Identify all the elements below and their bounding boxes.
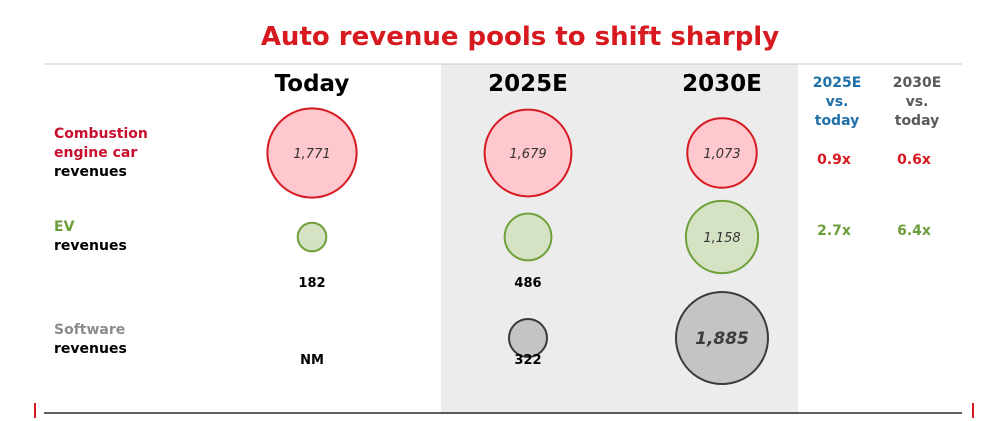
bubble-combustion-today: [266, 107, 358, 199]
chart-title: Auto revenue pools to shift sharply: [261, 22, 779, 52]
value-combustion-today: 1,771: [293, 147, 330, 162]
bubble-combustion-2025e: [483, 108, 573, 198]
value-ev-today: 182: [298, 276, 325, 291]
comparison-header-2-line-1: 2030E: [893, 75, 942, 91]
ratio-ev-2030e: 6.4x: [897, 223, 931, 239]
value-combustion-2030e: 1,073: [703, 147, 740, 162]
comparison-header-1-line-2: vs.: [826, 94, 849, 110]
value-combustion-2025e: 1,679: [509, 147, 546, 162]
row-label-combustion-line-2: engine car: [54, 145, 137, 161]
bubble-ev-2030e: [684, 199, 760, 275]
value-ev-2025e: 486: [514, 276, 541, 291]
comparison-header-2-line-2: vs.: [906, 94, 929, 110]
value-software-2030e: 1,885: [695, 329, 749, 349]
row-label-ev-line-2: revenues: [54, 238, 127, 254]
comparison-header-1-line-3: today: [815, 113, 859, 129]
row-label-ev-line-1: EV: [54, 219, 75, 235]
bubble-software-2025e: [508, 318, 548, 358]
comparison-header-2-line-3: today: [895, 113, 939, 129]
value-software-2025e: 322: [514, 353, 541, 368]
column-header-2030e: 2030E: [682, 71, 762, 97]
value-ev-2030e: 1,158: [703, 231, 740, 246]
ratio-ev-2025e: 2.7x: [817, 223, 851, 239]
value-software-today: NM: [300, 353, 324, 368]
ratio-combustion-2030e: 0.6x: [897, 152, 931, 168]
bubble-ev-today: [296, 221, 328, 253]
column-header-2025e: 2025E: [488, 71, 568, 97]
bubble-ev-2025e: [503, 212, 553, 262]
bubble-software-2030e: [675, 291, 769, 385]
row-label-software-line-2: revenues: [54, 341, 127, 357]
row-label-combustion-line-3: revenues: [54, 164, 127, 180]
ratio-combustion-2025e: 0.9x: [817, 152, 851, 168]
row-label-software-line-1: Software: [54, 322, 125, 338]
bubble-combustion-2030e: [686, 117, 758, 189]
comparison-header-1-line-1: 2025E: [813, 75, 862, 91]
row-label-combustion-line-1: Combustion: [54, 126, 148, 142]
column-header-today: Today: [275, 71, 350, 97]
